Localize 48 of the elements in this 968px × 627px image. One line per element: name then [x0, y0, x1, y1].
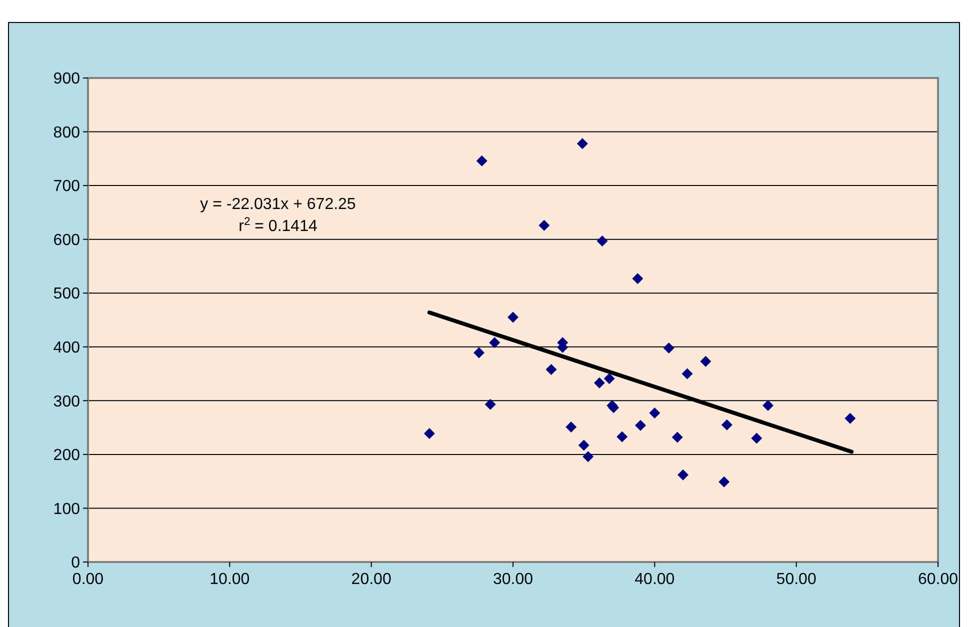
point — [663, 342, 674, 354]
y-tick-label: 600 — [53, 232, 80, 249]
point — [718, 476, 730, 488]
y-tick-label: 500 — [53, 286, 80, 303]
point — [508, 312, 518, 323]
point — [649, 408, 660, 419]
point — [489, 337, 500, 348]
y-tick-label: 300 — [53, 393, 80, 410]
x-tick-label: 10.00 — [210, 571, 250, 588]
point — [616, 431, 628, 442]
point — [632, 273, 644, 284]
y-tick-label: 800 — [53, 124, 80, 142]
y-tick-label: 900 — [53, 70, 80, 88]
annotation: r$^{2}$ = 0.1414 — [238, 216, 318, 235]
y-tick-label: 700 — [53, 178, 80, 196]
y-tick-label: 200 — [53, 447, 80, 464]
point — [484, 398, 496, 410]
x-tick-label: 30.00 — [492, 571, 534, 588]
point — [721, 419, 732, 430]
point — [672, 432, 683, 443]
point — [582, 451, 594, 462]
point — [751, 432, 762, 444]
point — [762, 400, 774, 412]
point — [476, 155, 488, 166]
x-tick-label: 60.00 — [918, 571, 958, 588]
y-tick-label: 100 — [53, 500, 80, 518]
point — [424, 428, 435, 439]
point — [682, 368, 693, 380]
x-tick-label: 50.00 — [776, 571, 816, 588]
y-tick-label: 400 — [53, 339, 80, 356]
point — [474, 347, 484, 358]
x-tick-label: 20.00 — [351, 571, 392, 588]
point — [576, 138, 588, 150]
point — [546, 364, 557, 375]
point — [578, 440, 590, 451]
x-tick-label: 0.00 — [72, 571, 104, 588]
point — [604, 373, 615, 384]
point — [594, 377, 605, 388]
point — [635, 420, 646, 431]
x-tick-label: 40.00 — [634, 571, 675, 588]
point — [596, 235, 608, 246]
point — [700, 356, 712, 367]
y-tick-label: 0 — [71, 554, 80, 572]
annotation: y = -22.031x + 672.25 — [200, 196, 356, 213]
point — [844, 412, 856, 424]
point — [538, 220, 550, 231]
point — [678, 469, 688, 480]
point — [566, 422, 577, 433]
